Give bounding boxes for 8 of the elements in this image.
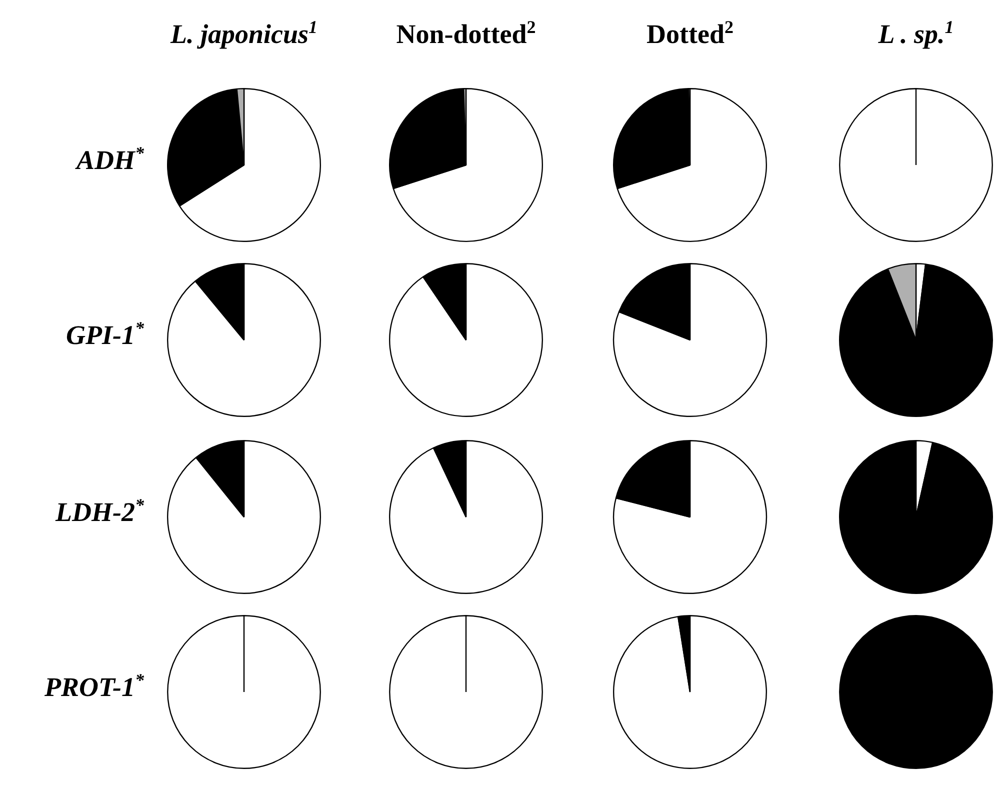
chart-title: Non-dotted$^{2}$ (395, 17, 537, 50)
text: GPI-1$^{*}$ (66, 318, 144, 351)
chart-title: L. japonicus$^{1}$ (169, 17, 319, 50)
text: PROT-1$^{*}$ (44, 670, 144, 703)
chart-title: Dotted$^{2}$ (646, 17, 734, 50)
chart-title: L . sp.$^{1}$ (877, 17, 955, 50)
text: LDH-2$^{*}$ (56, 495, 144, 528)
text: ADH$^{*}$ (76, 143, 144, 176)
